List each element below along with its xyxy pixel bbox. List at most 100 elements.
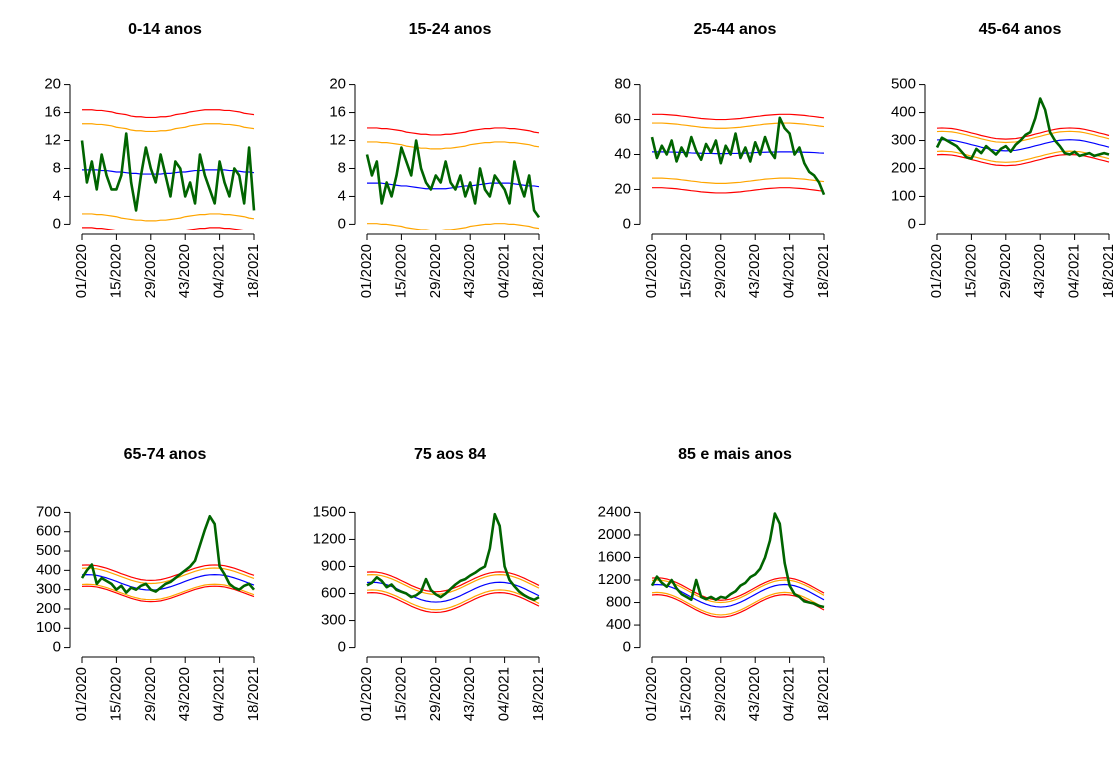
- y-tick-label: 100: [36, 619, 61, 636]
- panel-title: 85 e mais anos: [678, 446, 792, 463]
- y-tick-label: 20: [44, 76, 61, 93]
- y-tick-label: 40: [614, 145, 631, 162]
- x-tick-label: 18/2021: [1100, 244, 1117, 298]
- x-tick-label: 04/2021: [496, 667, 513, 721]
- y-tick-label: 0: [53, 215, 61, 232]
- x-tick-label: 43/2020: [746, 667, 763, 721]
- data-line: [81, 564, 255, 581]
- x-tick-label: 18/2021: [815, 244, 832, 298]
- y-tick-label: 300: [891, 131, 916, 148]
- y-tick-label: 80: [614, 76, 631, 93]
- data-line: [366, 573, 540, 596]
- y-tick-label: 60: [614, 111, 631, 128]
- x-tick-label: 18/2021: [530, 244, 547, 298]
- data-line: [650, 512, 825, 609]
- data-line: [82, 109, 255, 119]
- panel-title: 65-74 anos: [124, 446, 207, 463]
- x-tick-label: 01/2020: [643, 667, 660, 721]
- data-line: [652, 122, 825, 129]
- data-line: [651, 577, 825, 601]
- x-tick-label: 29/2020: [712, 667, 729, 721]
- x-tick-label: 04/2021: [211, 244, 228, 298]
- panel: 65-74 anos 0 100 200 300 400 500 600 700 01/2020 1…: [36, 446, 262, 721]
- x-tick-label: 18/2021: [245, 667, 262, 721]
- panel-title: 0-14 anos: [128, 21, 202, 38]
- x-tick-label: 15/2020: [677, 667, 694, 721]
- y-tick-label: 2000: [598, 526, 631, 543]
- y-tick-label: 200: [36, 600, 61, 617]
- x-tick-label: 04/2021: [781, 667, 798, 721]
- panel: 25-44 anos 0 20 40 60 80 01/2020 15/2020 29/2020…: [614, 21, 832, 298]
- x-tick-label: 15/2020: [107, 244, 124, 298]
- data-line: [366, 512, 540, 602]
- data-line: [367, 141, 540, 150]
- y-tick-label: 100: [891, 187, 916, 204]
- data-line: [81, 585, 255, 603]
- y-tick-label: 8: [338, 159, 346, 176]
- panel-title: 75 aos 84: [414, 446, 486, 463]
- plot-lines: [80, 109, 256, 230]
- panel: 0-14 anos 0 4 8 12 16 20 01/2020 15/2020 29/2020 4…: [44, 21, 262, 298]
- y-tick-label: 0: [338, 639, 346, 656]
- data-line: [650, 116, 826, 196]
- panel-title: 15-24 anos: [409, 21, 492, 38]
- y-tick-label: 1200: [313, 530, 346, 547]
- y-tick-label: 600: [321, 584, 346, 601]
- data-line: [651, 579, 825, 604]
- y-tick-label: 700: [36, 503, 61, 520]
- y-tick-label: 0: [908, 215, 916, 232]
- y-tick-label: 2400: [598, 503, 631, 520]
- y-tick-label: 4: [53, 187, 61, 204]
- y-tick-label: 1200: [598, 571, 631, 588]
- y-tick-label: 0: [623, 639, 631, 656]
- x-tick-label: 29/2020: [427, 667, 444, 721]
- y-tick-label: 800: [606, 593, 631, 610]
- y-tick-label: 400: [891, 104, 916, 121]
- y-tick-label: 0: [53, 639, 61, 656]
- x-tick-label: 04/2021: [781, 244, 798, 298]
- data-line: [82, 123, 255, 133]
- y-tick-label: 300: [36, 581, 61, 598]
- data-line: [82, 227, 244, 230]
- data-line: [936, 139, 1110, 152]
- panel: 85 e mais anos 0 400 800 1200 1600 2000 2400 01/…: [598, 446, 832, 721]
- panel-title: 25-44 anos: [694, 21, 777, 38]
- y-tick-label: 8: [53, 159, 61, 176]
- data-line: [81, 567, 255, 585]
- data-line: [366, 592, 540, 614]
- data-line: [82, 213, 255, 222]
- x-tick-label: 43/2020: [461, 244, 478, 298]
- y-tick-label: 16: [329, 104, 346, 121]
- plot-lines: [365, 127, 541, 230]
- data-line: [80, 132, 256, 212]
- x-tick-label: 01/2020: [358, 667, 375, 721]
- data-line: [81, 583, 255, 601]
- x-tick-label: 01/2020: [928, 244, 945, 298]
- y-tick-label: 4: [338, 187, 346, 204]
- x-tick-label: 01/2020: [643, 244, 660, 298]
- y-tick-label: 1600: [598, 548, 631, 565]
- data-line: [652, 177, 825, 184]
- data-line: [651, 594, 825, 618]
- data-line: [935, 97, 1110, 160]
- x-tick-label: 18/2021: [245, 244, 262, 298]
- y-tick-label: 20: [614, 180, 631, 197]
- data-line: [80, 514, 255, 594]
- x-tick-label: 04/2021: [1066, 244, 1083, 298]
- y-tick-label: 20: [329, 76, 346, 93]
- x-tick-label: 04/2021: [496, 244, 513, 298]
- y-tick-label: 12: [329, 131, 346, 148]
- panel: 15-24 anos 0 4 8 12 16 20 01/2020 15/2020 29/2020…: [329, 21, 547, 298]
- x-tick-label: 43/2020: [176, 667, 193, 721]
- x-tick-label: 18/2021: [530, 667, 547, 721]
- data-line: [936, 130, 1110, 144]
- data-line: [652, 187, 825, 194]
- data-line: [652, 113, 825, 121]
- x-tick-label: 15/2020: [392, 244, 409, 298]
- x-tick-label: 29/2020: [142, 244, 159, 298]
- y-tick-label: 0: [338, 215, 346, 232]
- x-tick-label: 29/2020: [427, 244, 444, 298]
- panel-title: 45-64 anos: [979, 21, 1062, 38]
